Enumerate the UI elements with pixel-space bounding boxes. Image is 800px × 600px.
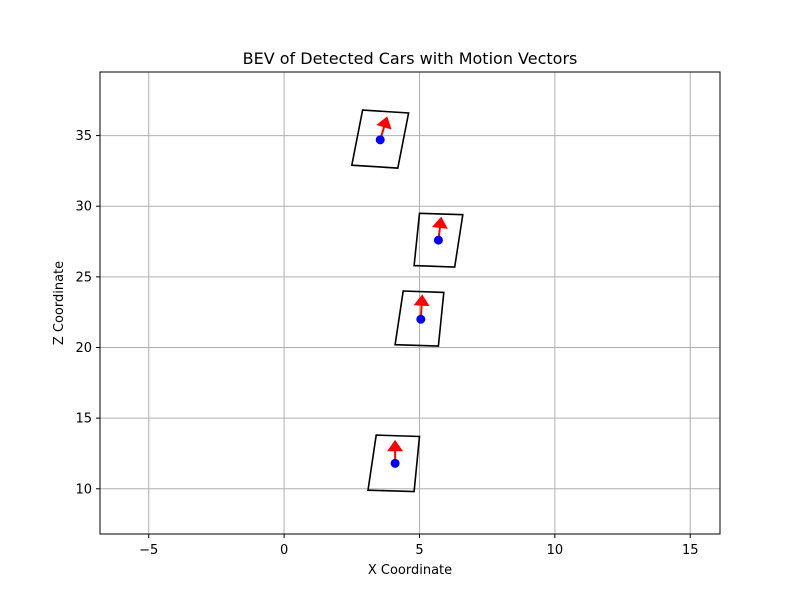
y-axis-title: Z Coordinate — [52, 261, 67, 345]
x-tick-label: 0 — [280, 543, 288, 558]
y-tick-label: 25 — [75, 270, 92, 285]
chart-title: BEV of Detected Cars with Motion Vectors — [243, 49, 578, 68]
car-bounding-box — [413, 212, 464, 268]
car-detection — [394, 290, 445, 347]
motion-vector-arrowhead — [413, 294, 430, 307]
car-detection — [350, 109, 410, 169]
y-tick-label: 20 — [75, 341, 92, 356]
motion-vector-arrowhead — [376, 116, 392, 130]
x-axis-title: X Coordinate — [368, 563, 452, 578]
car-detection — [413, 212, 464, 268]
axis-ticks: −5 0 5 10 15 10 15 20 25 30 35 — [75, 129, 698, 558]
y-tick-label: 35 — [75, 129, 92, 144]
x-tick-label: 5 — [415, 543, 423, 558]
x-tick-label: 10 — [547, 543, 564, 558]
car-bounding-box — [367, 434, 421, 493]
car-bounding-box — [394, 290, 445, 347]
car-center-point — [390, 458, 400, 468]
motion-vector-arrowhead — [387, 439, 404, 452]
x-tick-label: −5 — [139, 543, 158, 558]
x-tick-label: 15 — [682, 543, 699, 558]
car-bounding-box — [350, 109, 410, 169]
y-tick-label: 10 — [75, 482, 92, 497]
car-center-point — [416, 314, 426, 324]
grid — [100, 72, 720, 534]
y-tick-label: 15 — [75, 412, 92, 427]
y-tick-label: 30 — [75, 200, 92, 215]
car-center-point — [375, 135, 385, 145]
plot-data — [350, 109, 464, 493]
motion-vector-arrowhead — [431, 216, 448, 229]
car-detection — [367, 434, 421, 493]
plot-frame — [99, 71, 721, 535]
car-center-point — [433, 235, 443, 245]
